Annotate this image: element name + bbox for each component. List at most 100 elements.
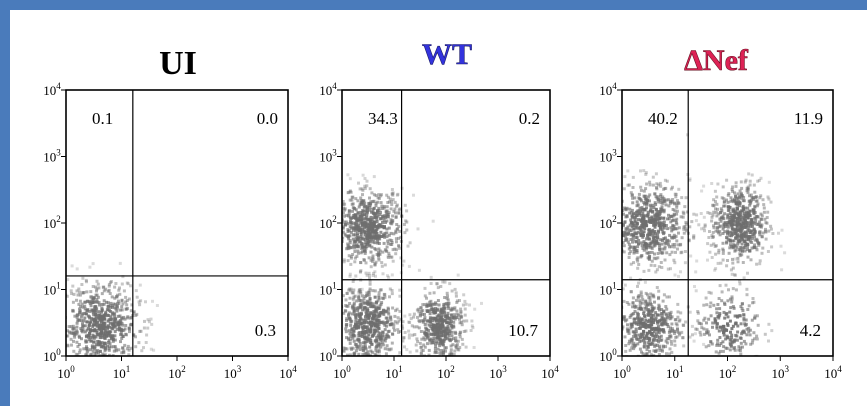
event-dot: [374, 204, 378, 208]
event-dot: [84, 347, 88, 350]
event-dot: [728, 297, 732, 301]
event-dot: [358, 364, 361, 367]
event-dot: [356, 346, 360, 350]
event-dot: [402, 336, 406, 340]
event-dot: [58, 308, 61, 311]
event-dot: [718, 217, 722, 221]
event-dot: [107, 348, 111, 352]
event-dot: [62, 306, 65, 309]
event-dot: [435, 315, 439, 319]
event-dot: [750, 241, 754, 244]
event-dot: [694, 327, 698, 331]
event-dot: [631, 196, 635, 200]
event-dot: [442, 353, 445, 356]
event-dot: [617, 237, 620, 240]
event-dot: [388, 197, 392, 201]
event-dot: [723, 222, 727, 226]
event-dot: [367, 240, 371, 244]
event-dot: [81, 325, 85, 329]
event-dot: [677, 274, 680, 278]
event-dot: [91, 309, 95, 313]
event-dot: [439, 324, 442, 328]
event-dot: [399, 235, 403, 239]
event-dot: [368, 226, 372, 230]
event-dot: [468, 303, 471, 307]
event-dot: [749, 199, 753, 202]
event-dot: [732, 214, 736, 217]
event-dot: [357, 363, 360, 366]
event-dot: [122, 315, 126, 319]
event-dot: [374, 300, 378, 304]
event-dot: [375, 329, 379, 333]
event-dot: [368, 244, 371, 248]
event-dot: [76, 358, 79, 361]
event-dot: [729, 196, 733, 200]
event-dot: [420, 309, 423, 313]
event-dot: [755, 248, 759, 252]
event-dot: [617, 188, 620, 191]
event-dot: [96, 282, 100, 286]
event-dot: [102, 331, 106, 335]
event-dot: [678, 243, 682, 247]
event-dot: [637, 375, 640, 378]
event-dot: [358, 305, 362, 309]
event-dot: [71, 300, 75, 304]
event-dot: [347, 314, 350, 318]
event-dot: [598, 200, 601, 203]
event-dot: [622, 241, 625, 245]
event-dot: [377, 319, 381, 322]
event-dot: [350, 327, 354, 331]
event-dot: [353, 239, 357, 243]
event-dot: [740, 194, 744, 198]
event-dot: [641, 335, 645, 339]
event-dot: [390, 292, 394, 296]
event-dot: [673, 273, 677, 277]
event-dot: [130, 303, 134, 307]
event-dot: [402, 223, 406, 226]
event-dot: [434, 359, 437, 362]
event-dot: [404, 219, 408, 223]
event-dot: [354, 349, 358, 353]
event-dot: [693, 332, 697, 336]
event-dot: [332, 360, 335, 363]
event-dot: [386, 274, 389, 278]
event-dot: [659, 261, 663, 264]
event-dot: [415, 337, 419, 341]
event-dot: [722, 330, 726, 334]
event-dot: [320, 246, 323, 249]
event-dot: [735, 334, 739, 338]
event-dot: [368, 279, 372, 283]
event-dot: [736, 192, 740, 196]
event-dot: [746, 206, 750, 210]
x-tick-label: 100: [613, 364, 631, 381]
event-dot: [739, 180, 743, 184]
event-dot: [664, 339, 668, 343]
event-dot: [734, 220, 738, 224]
event-dot: [434, 308, 438, 312]
event-dot: [669, 310, 673, 314]
event-dot: [132, 334, 136, 337]
event-dot: [633, 216, 637, 220]
event-dot: [649, 320, 653, 324]
event-dot: [662, 220, 666, 224]
event-dot: [391, 306, 395, 310]
event-dot: [635, 321, 639, 324]
event-dot: [728, 310, 732, 314]
event-dot: [731, 219, 735, 223]
event-dot: [627, 252, 631, 256]
event-dot: [89, 320, 93, 323]
event-dot: [108, 342, 112, 346]
event-dot: [91, 311, 95, 315]
event-dot: [634, 232, 638, 236]
event-dot: [434, 318, 438, 322]
event-dot: [743, 249, 747, 253]
event-dot: [622, 325, 625, 329]
event-dot: [391, 191, 395, 195]
event-dot: [671, 198, 675, 201]
event-dot: [329, 186, 332, 189]
event-dot: [343, 202, 347, 206]
event-dot: [738, 200, 741, 204]
event-dot: [657, 289, 661, 293]
event-dot: [727, 231, 731, 235]
event-dot: [120, 321, 124, 325]
